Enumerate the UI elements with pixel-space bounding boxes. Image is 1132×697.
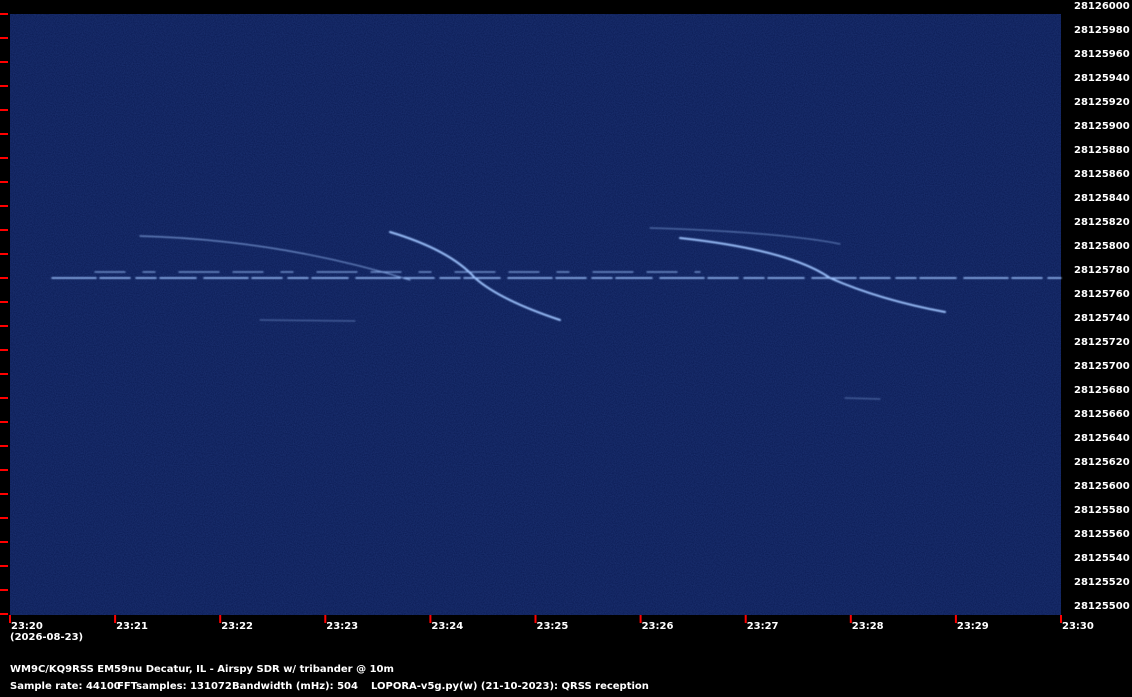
y-tick-label: 28125580 <box>1074 505 1130 516</box>
y-tick-label: 28125800 <box>1074 241 1130 252</box>
y-tick-label: 28125860 <box>1074 169 1130 180</box>
noise <box>10 14 1061 615</box>
y-tick-label: 28125920 <box>1074 97 1130 108</box>
trace <box>139 235 411 281</box>
y-tick-label: 28125620 <box>1074 457 1130 468</box>
y-tick-label: 28125900 <box>1074 121 1130 132</box>
info-label: LOPORA-v5g.py(w) (21-10-2023): QRSS rece… <box>371 681 649 692</box>
y-tick-label: 28125540 <box>1074 553 1130 564</box>
x-tick-label: 23:27 <box>747 621 779 632</box>
x-tick-label: 23:30 <box>1062 621 1094 632</box>
y-tick-label: 28125600 <box>1074 481 1130 492</box>
y-tick-label: 28125700 <box>1074 361 1130 372</box>
info-label: Bandwidth (mHz): 504 <box>232 681 358 692</box>
trace <box>679 237 946 313</box>
date-label: (2026-08-23) <box>10 632 83 643</box>
x-tick-label: 23:28 <box>852 621 884 632</box>
y-tick-label: 28125720 <box>1074 337 1130 348</box>
y-tick-label: 28125640 <box>1074 433 1130 444</box>
y-tick-label: 28125740 <box>1074 313 1130 324</box>
info-label: FFTsamples: 131072 <box>117 681 232 692</box>
trace <box>844 397 881 400</box>
x-tick-label: 23:25 <box>537 621 569 632</box>
signal-traces <box>51 227 1062 400</box>
y-tick-label: 28125980 <box>1074 25 1130 36</box>
y-tick-label: 28125940 <box>1074 73 1130 84</box>
x-tick-label: 23:26 <box>642 621 674 632</box>
x-tick-label: 23:20 <box>11 621 43 632</box>
y-tick-label: 28125520 <box>1074 577 1130 588</box>
x-tick-label: 23:23 <box>326 621 358 632</box>
y-tick-label: 28125560 <box>1074 529 1130 540</box>
info-label: Sample rate: 44100 <box>10 681 121 692</box>
x-tick-label: 23:29 <box>957 621 989 632</box>
y-tick-label: 28125500 <box>1074 601 1130 612</box>
y-tick-label: 28125820 <box>1074 217 1130 228</box>
x-tick-label: 23:21 <box>116 621 148 632</box>
y-tick-label: 28126000 <box>1074 1 1130 12</box>
trace <box>259 319 356 322</box>
y-tick-label: 28125880 <box>1074 145 1130 156</box>
x-tick-label: 23:22 <box>221 621 253 632</box>
x-tick-label: 23:24 <box>431 621 463 632</box>
y-tick-label: 28125760 <box>1074 289 1130 300</box>
y-tick-label: 28125780 <box>1074 265 1130 276</box>
trace <box>389 231 561 321</box>
y-tick-label: 28125960 <box>1074 49 1130 60</box>
trace <box>649 227 841 245</box>
y-tick-label: 28125680 <box>1074 385 1130 396</box>
station-label: WM9C/KQ9RSS EM59nu Decatur, IL - Airspy … <box>10 664 394 675</box>
y-tick-label: 28125660 <box>1074 409 1130 420</box>
y-tick-label: 28125840 <box>1074 193 1130 204</box>
